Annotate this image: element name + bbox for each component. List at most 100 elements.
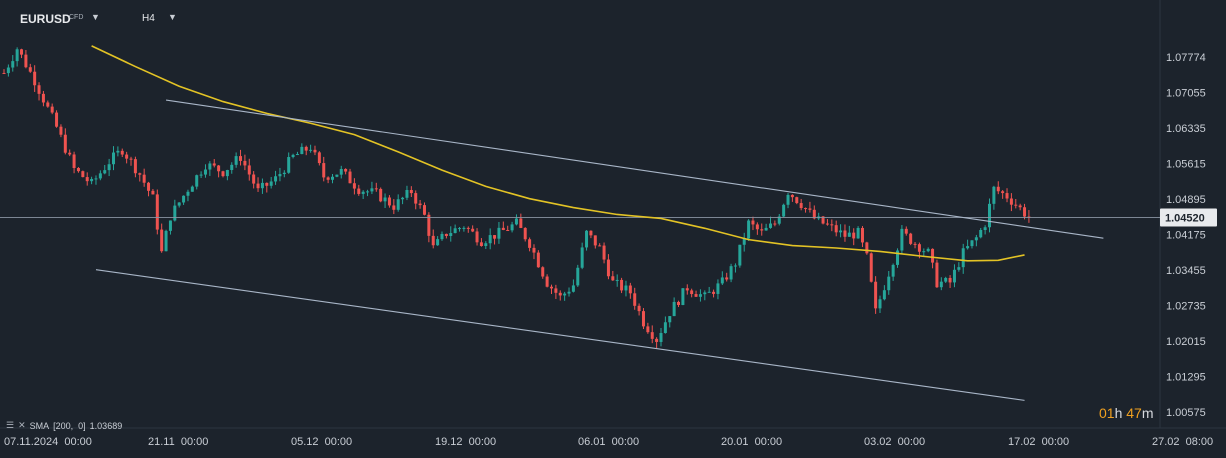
bear-candle (550, 286, 553, 289)
timeframe-selector[interactable]: H4 (142, 13, 155, 24)
bear-candle (541, 267, 545, 277)
instrument-type-badge: CFD (69, 14, 84, 21)
bull-candle (295, 154, 299, 156)
timeframe-dropdown-icon[interactable]: ▼ (168, 12, 177, 22)
bear-candle (1014, 204, 1018, 206)
bull-candle (668, 316, 672, 323)
price-tick-label: 1.06335 (1166, 123, 1206, 135)
bull-candle (624, 285, 628, 291)
bear-candle (414, 193, 418, 204)
bear-candle (68, 152, 72, 155)
indicator-name: SMA (29, 420, 50, 431)
bull-candle (6, 67, 10, 74)
lower-channel-line (95, 269, 1025, 401)
bull-candle (484, 243, 488, 246)
bear-candle (431, 235, 435, 246)
bull-candle (514, 218, 518, 225)
bull-candle (449, 233, 453, 236)
bear-candle (532, 247, 536, 253)
price-tick-label: 1.01295 (1166, 371, 1206, 383)
bear-candle (72, 154, 76, 169)
bull-candle (663, 322, 667, 334)
bull-candle (952, 269, 956, 283)
time-axis: 07.11.2024 00:00 21.11 00:00 05.12 00:00 19… (4, 436, 1213, 448)
bull-candle (716, 283, 720, 294)
bull-candle (896, 250, 900, 265)
bear-candle (602, 245, 606, 260)
bear-candle (493, 235, 497, 239)
bull-candle (615, 279, 619, 281)
close-icon[interactable]: ✕ (18, 420, 26, 430)
bull-candle (164, 230, 168, 252)
bear-candle (265, 182, 269, 186)
bull-candle (331, 176, 334, 180)
time-tick-label: 06.01 00:00 (578, 436, 639, 448)
symbol-dropdown-icon[interactable]: ▼ (91, 12, 100, 22)
bear-candle (50, 106, 54, 113)
symbol-label[interactable]: EURUSD (20, 12, 71, 26)
bull-candle (458, 228, 462, 230)
bull-candle (15, 49, 19, 62)
bear-candle (799, 203, 803, 209)
bull-candle (567, 291, 571, 294)
price-tick-label: 1.04895 (1166, 194, 1206, 206)
bear-candle (392, 205, 396, 210)
bull-candle (98, 173, 102, 179)
bear-candle (843, 230, 847, 237)
bear-candle (317, 152, 321, 164)
bear-candle (830, 224, 834, 226)
bull-candle (571, 285, 575, 292)
bull-candle (168, 220, 172, 231)
bull-candle (979, 229, 983, 238)
indicator-value: 1.03689 (89, 420, 123, 431)
bear-candle (519, 218, 523, 228)
bull-candle (576, 267, 580, 286)
bull-candle (366, 191, 370, 193)
bear-candle (142, 174, 146, 183)
bull-candle (882, 290, 886, 300)
price-tick-label: 1.00575 (1166, 407, 1206, 419)
time-tick-label: 07.11.2024 00:00 (4, 436, 92, 448)
current-price-tag-bg (1160, 208, 1217, 227)
bear-candle (471, 228, 475, 232)
bull-candle (847, 232, 851, 237)
bull-candle (11, 61, 15, 68)
bull-candle (396, 199, 400, 210)
bear-candle (46, 102, 50, 107)
bear-candle (637, 305, 641, 312)
bull-candle (878, 299, 882, 309)
bull-candle (186, 191, 190, 196)
bear-candle (633, 293, 637, 306)
bull-candle (309, 149, 313, 151)
bear-candle (37, 85, 41, 94)
bear-candle (120, 150, 124, 155)
bear-candle (725, 277, 729, 280)
bear-candle (685, 288, 689, 291)
bear-candle (948, 277, 952, 283)
time-tick-label: 27.02 08:00 (1152, 436, 1213, 448)
bear-candle (812, 209, 816, 219)
bear-candle (63, 134, 67, 153)
bear-candle (1001, 191, 1005, 194)
bear-candle (641, 311, 645, 327)
bull-candle (370, 188, 374, 192)
bear-candle (755, 224, 759, 230)
bull-candle (510, 224, 514, 231)
bull-candle (585, 230, 589, 248)
bear-candle (790, 194, 794, 198)
bear-candle (85, 177, 89, 182)
bear-candle (160, 229, 164, 252)
settings-icon[interactable]: ☰ (6, 420, 15, 430)
bear-candle (506, 229, 510, 231)
bear-candle (479, 242, 483, 246)
bull-candle (738, 244, 742, 266)
bear-candle (598, 245, 602, 247)
bull-candle (961, 248, 965, 268)
time-tick-label: 21.11 00:00 (148, 436, 208, 448)
bull-candle (225, 170, 229, 177)
bear-candle (466, 227, 470, 229)
bear-candle (418, 203, 422, 206)
bear-candle (55, 112, 59, 127)
bear-candle (247, 165, 251, 175)
